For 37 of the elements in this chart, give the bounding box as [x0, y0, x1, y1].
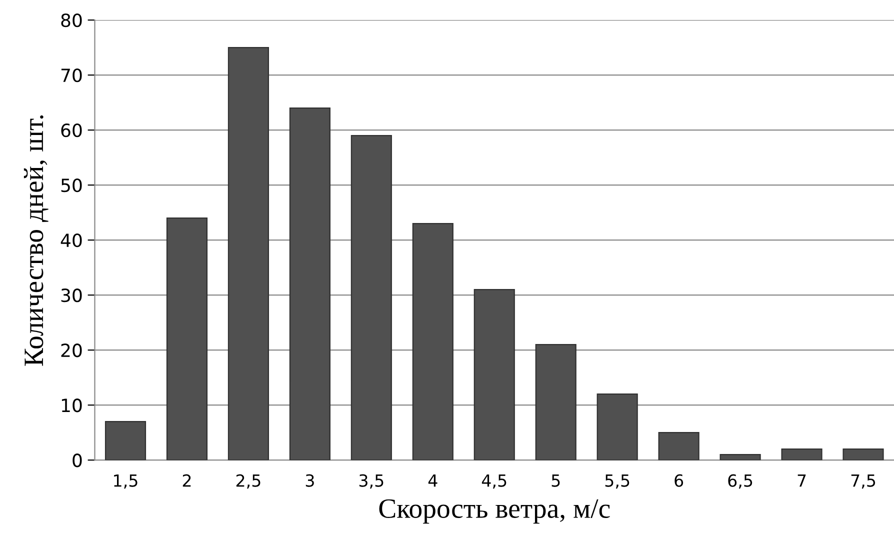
- bar: [535, 344, 576, 460]
- y-tick-label: 10: [62, 398, 82, 412]
- bar: [104, 421, 146, 460]
- bar: [781, 448, 822, 460]
- x-tick-label: 4: [428, 474, 438, 487]
- bar: [412, 223, 454, 460]
- x-tick-label: 5: [552, 474, 560, 487]
- x-tick-label: 2: [182, 474, 191, 487]
- y-tick-label: 40: [60, 234, 82, 248]
- y-tick-label: 60: [61, 124, 82, 138]
- y-axis-title: Количество дней, шт.: [24, 115, 48, 366]
- bar: [720, 454, 761, 460]
- bar: [289, 108, 330, 460]
- y-tick-label: 30: [61, 288, 82, 302]
- bar: [658, 432, 700, 460]
- x-tick-label: 6: [674, 474, 684, 487]
- y-tick-label: 0: [72, 454, 82, 468]
- x-tick-label: 3,5: [359, 474, 384, 489]
- y-tick-label: 50: [61, 178, 82, 192]
- x-tick-label: 1,5: [114, 474, 138, 489]
- bar: [166, 218, 208, 460]
- x-tick-label: 5,5: [605, 474, 630, 489]
- y-tick-label: 20: [61, 344, 82, 358]
- x-tick-label: 7: [798, 474, 806, 487]
- x-axis-title: Скорость ветра, м/с: [379, 499, 610, 524]
- x-tick-label: 6,5: [728, 474, 752, 489]
- x-tick-label: 7,5: [851, 474, 876, 489]
- bar: [228, 47, 269, 460]
- bar: [474, 289, 515, 460]
- y-tick-label: 80: [61, 14, 82, 28]
- bar: [842, 448, 884, 460]
- bar: [596, 394, 638, 460]
- y-tick-label: 70: [61, 68, 82, 82]
- x-tick-label: 3: [306, 474, 314, 487]
- bar: [350, 135, 392, 460]
- x-tick-label: 2,5: [236, 474, 260, 489]
- x-tick-label: 4,5: [482, 474, 506, 489]
